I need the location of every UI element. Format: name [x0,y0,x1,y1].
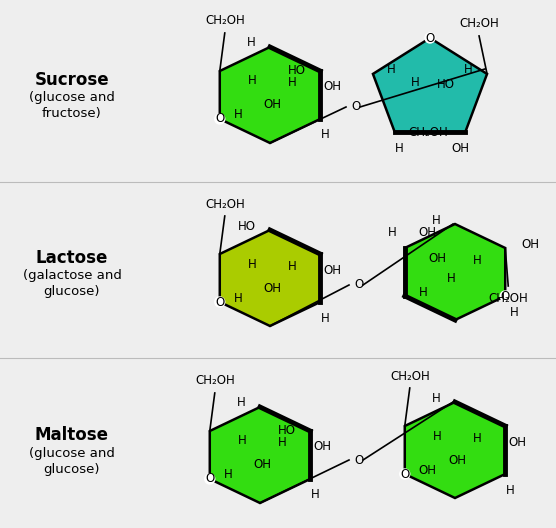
Text: CH₂OH: CH₂OH [205,197,245,211]
Text: H: H [234,291,242,305]
Text: H: H [473,431,481,445]
Text: OH: OH [263,99,281,111]
Text: H: H [432,391,441,404]
Text: H: H [234,108,242,121]
Text: OH: OH [521,238,539,250]
Text: O: O [400,467,409,480]
Text: H: H [277,437,286,449]
Text: glucose): glucose) [44,286,100,298]
Text: OH: OH [323,80,341,93]
Polygon shape [220,47,320,143]
Text: HO: HO [278,425,296,438]
Text: Lactose: Lactose [36,249,108,267]
Text: O: O [205,473,215,486]
Text: H: H [287,259,296,272]
Text: H: H [321,128,330,142]
Text: H: H [311,488,320,502]
Text: HO: HO [437,78,455,90]
Text: OH: OH [263,281,281,295]
Text: H: H [510,306,519,318]
Text: O: O [215,112,225,126]
Text: H: H [387,63,396,77]
Circle shape [400,469,410,479]
Text: OH: OH [419,225,437,239]
Text: CH₂OH: CH₂OH [390,370,430,382]
Text: H: H [388,225,397,239]
Circle shape [425,33,435,43]
Polygon shape [373,38,487,132]
Text: O: O [351,100,361,114]
Text: OH: OH [253,458,271,472]
Polygon shape [405,224,505,320]
Text: H: H [411,76,419,89]
Polygon shape [220,230,320,326]
Text: H: H [247,74,256,88]
Circle shape [205,474,215,484]
Text: HO: HO [238,220,256,232]
Text: H: H [247,36,256,50]
Text: H: H [506,484,515,496]
Text: (galactose and: (galactose and [23,269,121,282]
Text: H: H [419,286,428,298]
Text: CH₂OH: CH₂OH [205,14,245,27]
Polygon shape [405,402,505,498]
Text: Maltose: Maltose [35,426,109,444]
Text: OH: OH [428,251,446,265]
Text: O: O [500,289,510,303]
Text: O: O [354,278,364,291]
Text: HO: HO [288,64,306,78]
Text: Sucrose: Sucrose [34,71,110,89]
Text: CH₂OH: CH₂OH [488,291,528,305]
Text: H: H [287,77,296,90]
Text: OH: OH [313,440,331,454]
Text: H: H [395,142,404,155]
Text: CH₂OH: CH₂OH [409,126,449,138]
Text: (glucose and: (glucose and [29,91,115,105]
Text: H: H [247,258,256,270]
Text: H: H [224,468,232,482]
Text: H: H [237,397,246,410]
Text: O: O [215,296,225,308]
Circle shape [215,114,225,124]
Text: OH: OH [451,142,469,155]
Text: O: O [425,32,435,44]
Circle shape [500,291,510,301]
Text: (glucose and: (glucose and [29,447,115,459]
Text: H: H [237,435,246,448]
Text: H: H [473,253,481,267]
Text: H: H [321,312,330,325]
Text: fructose): fructose) [42,108,102,120]
Text: OH: OH [323,263,341,277]
Text: OH: OH [508,436,526,448]
Text: H: H [464,63,473,77]
Text: H: H [433,429,441,442]
Text: H: H [446,271,455,285]
Circle shape [215,297,225,307]
Polygon shape [210,407,310,503]
Text: OH: OH [419,464,437,476]
Text: O: O [354,454,364,467]
Text: H: H [432,213,441,227]
Text: OH: OH [448,454,466,467]
Text: CH₂OH: CH₂OH [195,374,235,388]
Text: CH₂OH: CH₂OH [459,17,499,31]
Text: glucose): glucose) [44,463,100,476]
